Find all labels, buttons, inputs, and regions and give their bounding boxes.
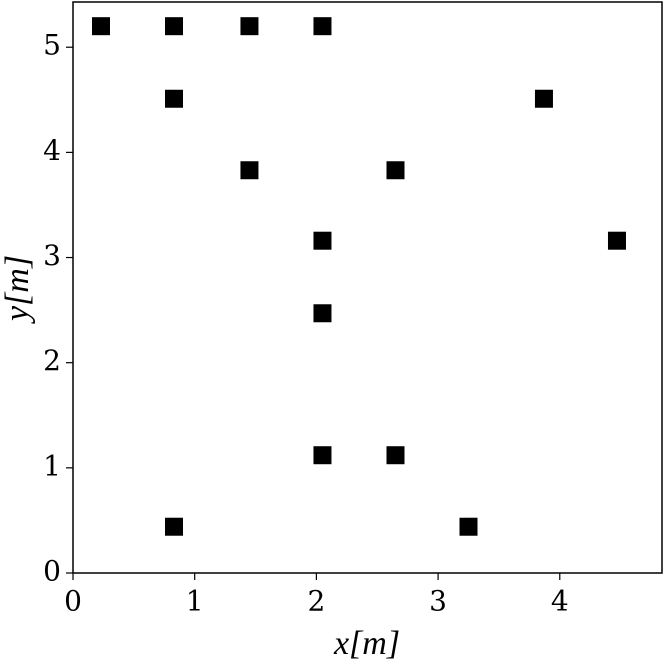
point [386,161,405,180]
point [313,17,332,36]
point [534,89,553,108]
y-axis-title: y[m] [0,255,36,324]
point [313,446,332,465]
y-tick-label: 0 [43,555,61,588]
point [240,161,259,180]
x-tick-label: 4 [551,585,569,618]
y-tick-label: 4 [43,134,61,167]
x-tick-label: 1 [186,585,204,618]
y-tick-label: 1 [43,449,61,482]
point [165,517,184,536]
y-tick-label: 2 [43,344,61,377]
point [165,89,184,108]
point [459,517,478,536]
point [240,17,259,36]
x-tick-label: 3 [429,585,447,618]
x-tick-label: 2 [307,585,325,618]
plot-frame [72,1,663,574]
x-axis-title: x[m] [333,625,400,662]
point [313,304,332,323]
point [91,17,110,36]
point [165,17,184,36]
x-tick-label: 0 [64,585,82,618]
point [313,231,332,250]
y-tick-label: 5 [43,29,61,62]
y-tick-label: 3 [43,239,61,272]
point [386,446,405,465]
point [607,231,626,250]
